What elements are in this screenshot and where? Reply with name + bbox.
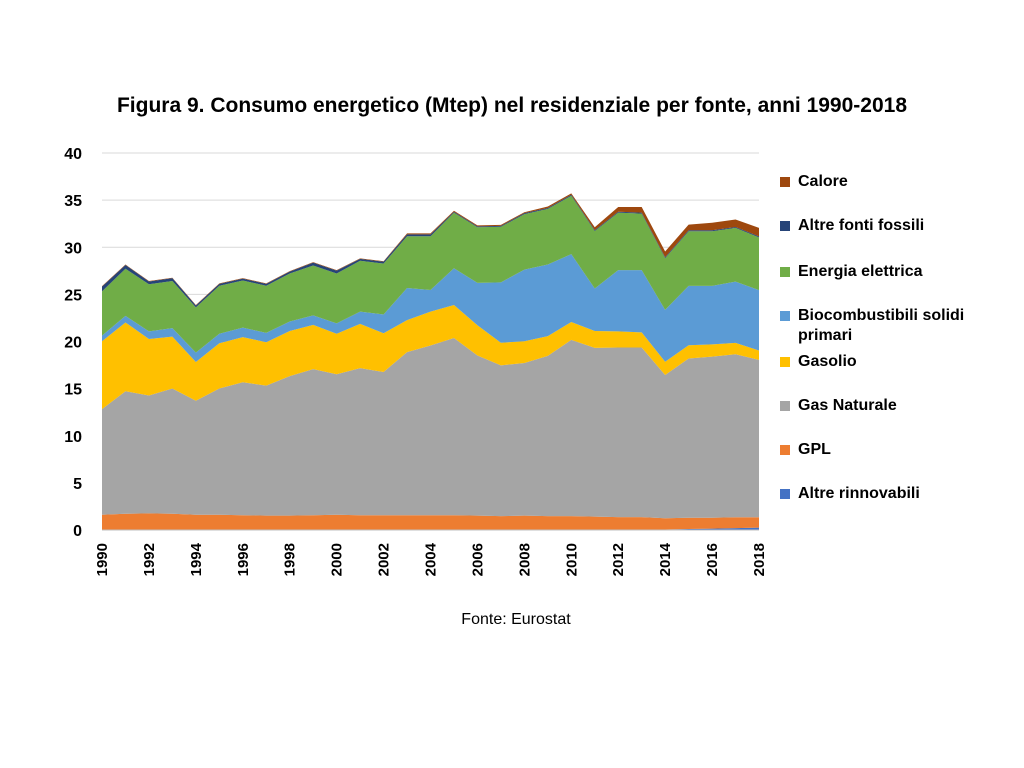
y-tick-label: 25 bbox=[64, 287, 82, 304]
legend-item: Biocombustibili solidi primari bbox=[780, 306, 988, 346]
legend-label: Altre rinnovabili bbox=[798, 485, 920, 502]
x-tick-label: 1990 bbox=[94, 543, 111, 576]
legend-item: Calore bbox=[780, 172, 998, 192]
legend-swatch bbox=[780, 401, 790, 411]
legend-label: Altre fonti fossili bbox=[798, 217, 925, 234]
y-axis-ticks: 0 5 10 15 20 25 30 35 40 bbox=[64, 146, 82, 540]
legend-label: GPL bbox=[798, 441, 831, 458]
area-biocombustibili-solidi-primari bbox=[102, 254, 759, 363]
chart-title: Figura 9. Consumo energetico (Mtep) nel … bbox=[116, 94, 908, 117]
y-tick-label: 30 bbox=[64, 240, 82, 257]
legend-label: Energia elettrica bbox=[798, 263, 923, 280]
legend-label: Biocombustibili solidi primari bbox=[798, 307, 965, 344]
legend-swatch bbox=[780, 267, 790, 277]
legend-swatch bbox=[780, 445, 790, 455]
legend-item: Altre rinnovabili bbox=[780, 484, 998, 504]
x-tick-label: 2016 bbox=[704, 543, 721, 576]
legend-item: GPL bbox=[780, 440, 998, 460]
legend-item: Altre fonti fossili bbox=[780, 216, 998, 236]
y-tick-label: 0 bbox=[73, 523, 82, 540]
source-note: Fonte: Eurostat bbox=[461, 611, 571, 628]
x-tick-label: 1992 bbox=[141, 543, 158, 576]
y-tick-label: 20 bbox=[64, 335, 82, 352]
legend-label: Calore bbox=[798, 173, 848, 190]
y-tick-label: 10 bbox=[64, 429, 82, 446]
legend-label: Gas Naturale bbox=[798, 397, 897, 414]
area-gas-naturale bbox=[102, 338, 759, 519]
y-tick-label: 5 bbox=[73, 476, 82, 493]
legend-label: Gasolio bbox=[798, 353, 857, 370]
x-tick-label: 1998 bbox=[282, 543, 299, 576]
legend-swatch bbox=[780, 177, 790, 187]
legend-swatch bbox=[780, 311, 790, 321]
x-tick-label: 1994 bbox=[188, 542, 205, 576]
x-tick-label: 1996 bbox=[235, 543, 252, 576]
y-tick-label: 35 bbox=[64, 193, 82, 210]
x-tick-label: 2018 bbox=[751, 543, 768, 576]
y-tick-label: 40 bbox=[64, 146, 82, 163]
x-tick-label: 2014 bbox=[657, 542, 674, 576]
x-tick-label: 2012 bbox=[610, 543, 627, 576]
x-tick-label: 2002 bbox=[376, 543, 393, 576]
area-gasolio bbox=[102, 305, 759, 410]
series-areas bbox=[102, 193, 759, 530]
x-tick-label: 2006 bbox=[469, 543, 486, 576]
x-tick-label: 2004 bbox=[423, 542, 440, 576]
x-tick-label: 2008 bbox=[516, 543, 533, 576]
legend-item: Gasolio bbox=[780, 352, 998, 372]
legend-item: Energia elettrica bbox=[780, 262, 998, 282]
area-gpl bbox=[102, 513, 759, 530]
y-tick-label: 15 bbox=[64, 382, 82, 399]
x-axis-ticks: 1990 1992 1994 1996 1998 2000 2002 2004 2006 2008… bbox=[94, 542, 768, 576]
x-tick-label: 2000 bbox=[329, 543, 346, 576]
area-energia-elettrica bbox=[102, 195, 759, 353]
legend-swatch bbox=[780, 221, 790, 231]
x-tick-label: 2010 bbox=[563, 543, 580, 576]
legend-item: Gas Naturale bbox=[780, 396, 998, 416]
legend-swatch bbox=[780, 357, 790, 367]
legend-swatch bbox=[780, 489, 790, 499]
